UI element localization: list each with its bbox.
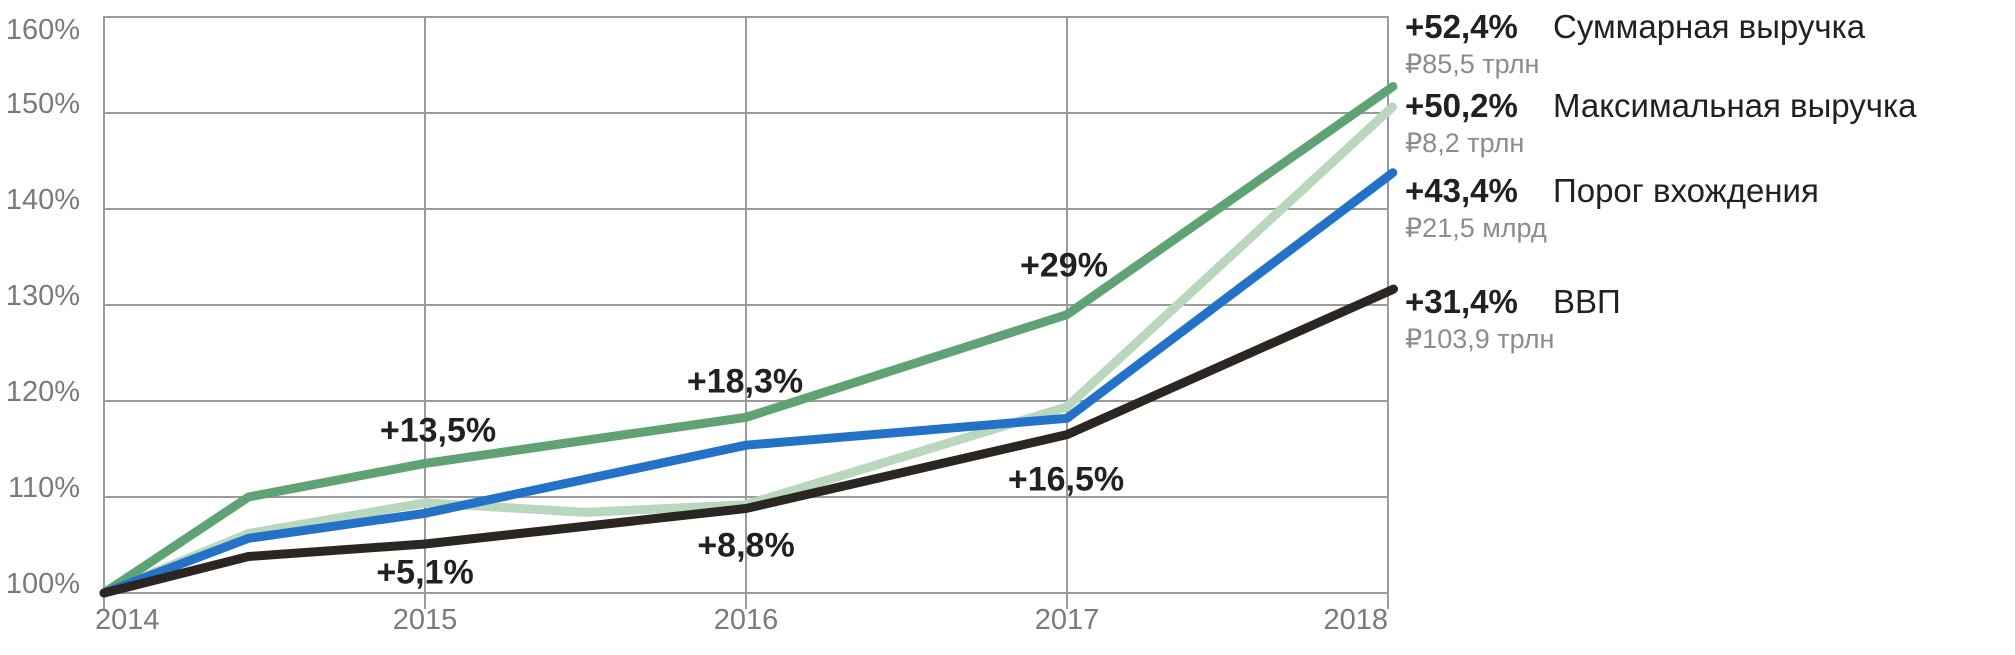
- plot-border: [103, 16, 1389, 594]
- annotation-total-revenue-2017: +29%: [1020, 246, 1108, 285]
- y-tick-label-110: 110%: [7, 472, 80, 504]
- y-tick-label-130: 130%: [5, 280, 80, 312]
- legend-item-entry-threshold: +43,4% ₽21,5 млрд Порог вхождения: [1405, 172, 1819, 244]
- series-line-max-revenue: [99, 102, 1397, 598]
- y-tick-label-100: 100%: [5, 568, 80, 600]
- x-tick-label-2015: 2015: [392, 604, 458, 636]
- series-line-gdp: [99, 284, 1398, 598]
- annotation-gdp-2017: +16,5%: [1007, 460, 1125, 499]
- x-tick-label-2016: 2016: [713, 604, 779, 636]
- legend-change-pct: +43,4%: [1405, 172, 1518, 209]
- legend-series-name: ВВП: [1553, 283, 1621, 320]
- x-tick-label-2018: 2018: [1323, 604, 1388, 636]
- legend-values: +52,4% ₽85,5 трлн: [1405, 8, 1553, 80]
- y-tick-label-150: 150%: [5, 88, 80, 120]
- annotation-gdp-2016: +8,8%: [697, 526, 795, 565]
- legend-item-gdp: +31,4% ₽103,9 трлн ВВП: [1405, 283, 1621, 355]
- legend-series-name: Порог вхождения: [1553, 172, 1819, 209]
- legend-amount: ₽21,5 млрд: [1405, 213, 1547, 243]
- x-tick-label-2017: 2017: [1034, 604, 1100, 636]
- series-line-total-revenue: [99, 82, 1398, 598]
- legend-values: +43,4% ₽21,5 млрд: [1405, 172, 1553, 244]
- legend-values: +50,2% ₽8,2 трлн: [1405, 87, 1553, 159]
- annotation-total-revenue-2015: +13,5%: [379, 411, 497, 450]
- legend-change-pct: +52,4%: [1405, 8, 1518, 45]
- legend-amount: ₽103,9 трлн: [1405, 324, 1555, 354]
- legend-amount: ₽85,5 трлн: [1405, 49, 1540, 79]
- annotation-total-revenue-2016: +18,3%: [686, 362, 804, 401]
- y-tick-label-120: 120%: [5, 376, 80, 408]
- x-tick-label-2014: 2014: [95, 604, 160, 636]
- legend-amount: ₽8,2 трлн: [1405, 128, 1525, 158]
- legend-series-name: Максимальная выручка: [1553, 87, 1917, 124]
- y-tick-label-140: 140%: [5, 184, 80, 216]
- legend-item-total-revenue: +52,4% ₽85,5 трлн Суммарная выручка: [1405, 8, 1865, 80]
- legend-values: +31,4% ₽103,9 трлн: [1405, 283, 1555, 355]
- legend-item-max-revenue: +50,2% ₽8,2 трлн Максимальная выручка: [1405, 87, 1917, 159]
- y-tick-label-160: 160%: [5, 14, 80, 46]
- annotation-gdp-2015: +5,1%: [376, 553, 474, 592]
- legend-series-name: Суммарная выручка: [1553, 8, 1866, 45]
- series-line-entry-threshold: [99, 168, 1398, 598]
- legend-change-pct: +31,4%: [1405, 283, 1518, 320]
- legend-change-pct: +50,2%: [1405, 87, 1518, 124]
